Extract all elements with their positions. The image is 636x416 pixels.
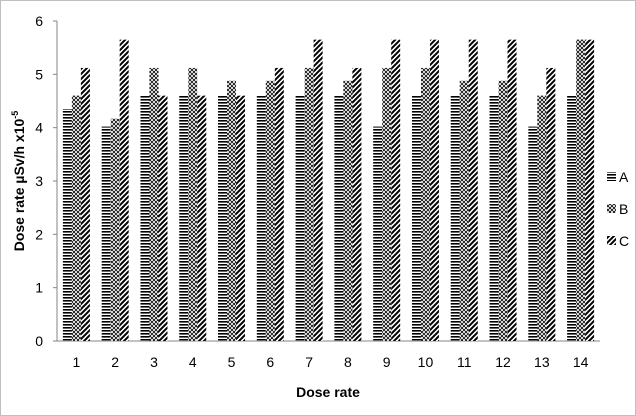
- legend-label-b: B: [619, 201, 628, 217]
- bar-series-a: [179, 95, 189, 342]
- bar-series-a: [528, 126, 538, 341]
- legend: ABC: [607, 169, 629, 249]
- bar-series-b: [343, 80, 353, 341]
- x-tick-label: 7: [305, 354, 313, 370]
- bar-series-b: [420, 67, 430, 341]
- bar-series-a: [140, 95, 150, 342]
- bar-series-b: [110, 118, 120, 341]
- y-axis-title-main: Dose rate µSv/h x10: [11, 119, 27, 252]
- bar-series-b: [304, 67, 314, 341]
- y-tick-label: 5: [35, 66, 43, 82]
- x-axis-title: Dose rate: [296, 384, 360, 400]
- x-tick-label: 2: [111, 354, 119, 370]
- bar-series-a: [295, 95, 305, 342]
- bar-series-b: [188, 67, 198, 341]
- y-tick-label: 3: [35, 173, 43, 189]
- bar-series-b: [498, 80, 508, 341]
- x-tick-label: 12: [495, 354, 511, 370]
- x-tick-label: 4: [189, 354, 197, 370]
- y-tick-label: 2: [35, 226, 43, 242]
- x-tick-label: 11: [457, 354, 472, 370]
- bar-series-a: [256, 95, 266, 342]
- bar-series-c: [429, 39, 439, 342]
- y-axis-title: Dose rate µSv/h x10-5: [10, 111, 27, 252]
- y-tick-label: 4: [35, 120, 43, 136]
- bar-series-a: [411, 95, 421, 342]
- bar-series-a: [373, 126, 383, 341]
- x-tick-label: 1: [72, 354, 80, 370]
- bar-series-b: [265, 80, 275, 341]
- y-tick-label: 6: [35, 13, 43, 29]
- x-tick-label: 14: [573, 354, 589, 370]
- x-tick-label: 8: [344, 354, 352, 370]
- bars: [62, 39, 595, 342]
- legend-label-c: C: [619, 233, 629, 249]
- bar-series-a: [489, 95, 499, 342]
- bar-series-c: [80, 67, 90, 341]
- bar-series-c: [352, 67, 362, 341]
- x-tick-label: 9: [383, 354, 391, 370]
- bar-series-c: [119, 39, 129, 342]
- legend-swatch-c: [607, 236, 616, 245]
- bar-series-c: [236, 95, 246, 342]
- bar-series-b: [149, 67, 159, 341]
- x-tick-label: 13: [534, 354, 550, 370]
- bar-series-a: [567, 95, 577, 342]
- bar-series-b: [71, 95, 81, 342]
- legend-label-a: A: [619, 169, 629, 185]
- bar-series-a: [218, 95, 228, 342]
- bar-series-b: [576, 39, 586, 342]
- bar-series-c: [274, 67, 284, 341]
- bar-series-b: [382, 67, 392, 341]
- bar-series-c: [158, 95, 168, 342]
- x-tick-label: 10: [418, 354, 434, 370]
- bar-series-c: [468, 39, 478, 342]
- y-tick-label: 0: [35, 333, 43, 349]
- bar-series-c: [546, 67, 556, 341]
- bar-series-c: [585, 39, 595, 342]
- bar-series-c: [507, 39, 517, 342]
- x-tick-label: 6: [266, 354, 274, 370]
- x-tick-labels: 1 2 3 4 5 6 7 8 9 10 11 12 13 14: [72, 354, 588, 370]
- bar-series-c: [313, 39, 323, 342]
- bar-series-b: [537, 95, 547, 342]
- bar-series-a: [450, 95, 460, 342]
- x-tick-label: 3: [150, 354, 158, 370]
- legend-swatch-a: [607, 172, 616, 181]
- y-axis-title-exponent: -5: [10, 111, 20, 119]
- bar-series-a: [101, 126, 111, 341]
- y-tick-labels: 0 1 2 3 4 5 6: [35, 13, 57, 349]
- bar-series-b: [227, 80, 237, 341]
- bar-series-c: [197, 95, 207, 342]
- x-tick-label: 5: [228, 354, 236, 370]
- bar-series-a: [62, 109, 72, 341]
- y-tick-label: 1: [35, 280, 43, 296]
- legend-swatch-b: [607, 204, 616, 213]
- bar-series-c: [391, 39, 401, 342]
- bar-series-b: [459, 80, 469, 341]
- bar-series-a: [334, 95, 344, 342]
